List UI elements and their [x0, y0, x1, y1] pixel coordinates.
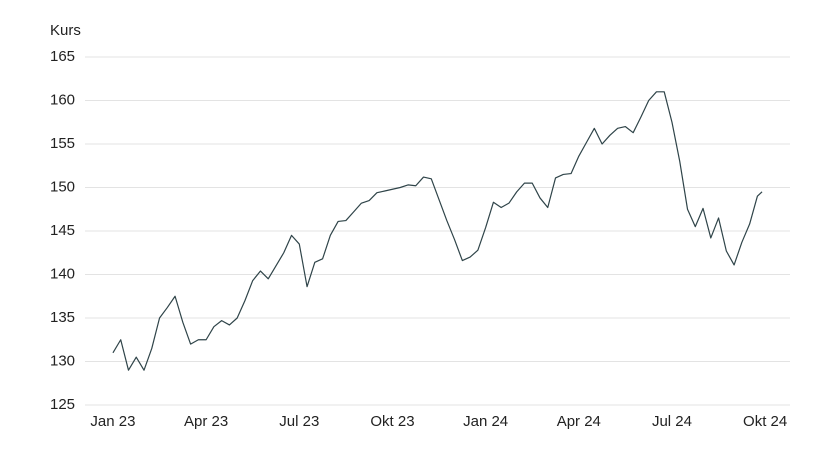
x-tick-label: Okt 23	[370, 413, 414, 430]
x-tick-label: Jan 23	[90, 413, 135, 430]
y-tick-label: 145	[50, 222, 75, 239]
y-tick-label: 125	[50, 396, 75, 413]
y-tick-label: 135	[50, 309, 75, 326]
price-line	[112, 91, 763, 371]
x-tick-label: Apr 23	[184, 413, 228, 430]
x-tick-label: Apr 24	[557, 413, 601, 430]
x-tick-label: Jan 24	[463, 413, 508, 430]
y-tick-label: 130	[50, 352, 75, 369]
y-tick-label: 165	[50, 48, 75, 65]
y-tick-label: 140	[50, 265, 75, 282]
y-axis-label: Kurs	[50, 22, 81, 39]
y-tick-label: 160	[50, 91, 75, 108]
x-tick-label: Jul 23	[279, 413, 319, 430]
x-tick-label: Okt 24	[743, 413, 787, 430]
y-tick-label: 150	[50, 178, 75, 195]
x-tick-label: Jul 24	[652, 413, 692, 430]
y-tick-label: 155	[50, 135, 75, 152]
